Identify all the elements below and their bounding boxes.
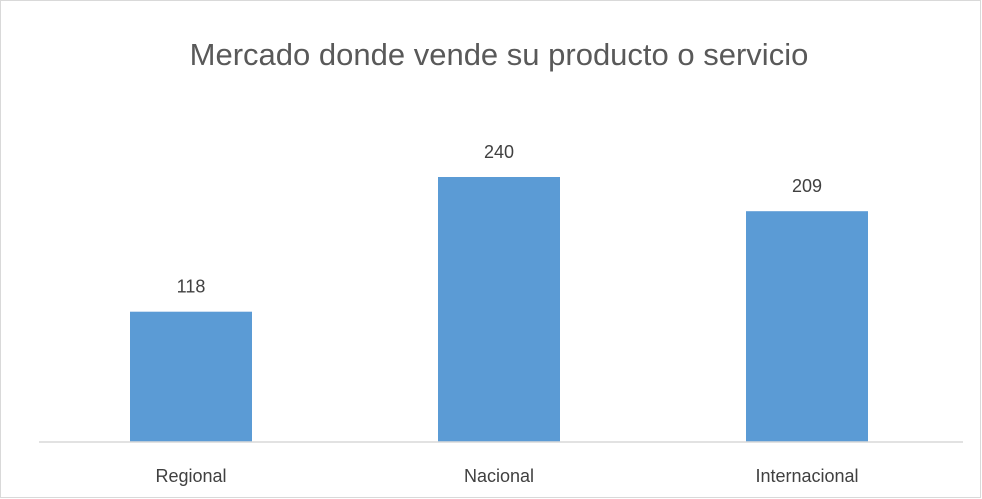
bar-nacional [438,177,560,442]
bar-internacional [746,211,868,442]
data-label-internacional: 209 [792,176,822,196]
data-label-nacional: 240 [484,142,514,162]
x-tick-label-nacional: Nacional [464,466,534,486]
x-tick-label-regional: Regional [155,466,226,486]
x-tick-label-internacional: Internacional [755,466,858,486]
bars-layer [130,177,868,442]
data-label-regional: 118 [177,277,206,297]
bar-regional [130,311,252,442]
chart-title: Mercado donde vende su producto o servic… [190,37,809,72]
labels-layer: 118 Regional 240 Nacional 209 Internacional [155,142,858,486]
